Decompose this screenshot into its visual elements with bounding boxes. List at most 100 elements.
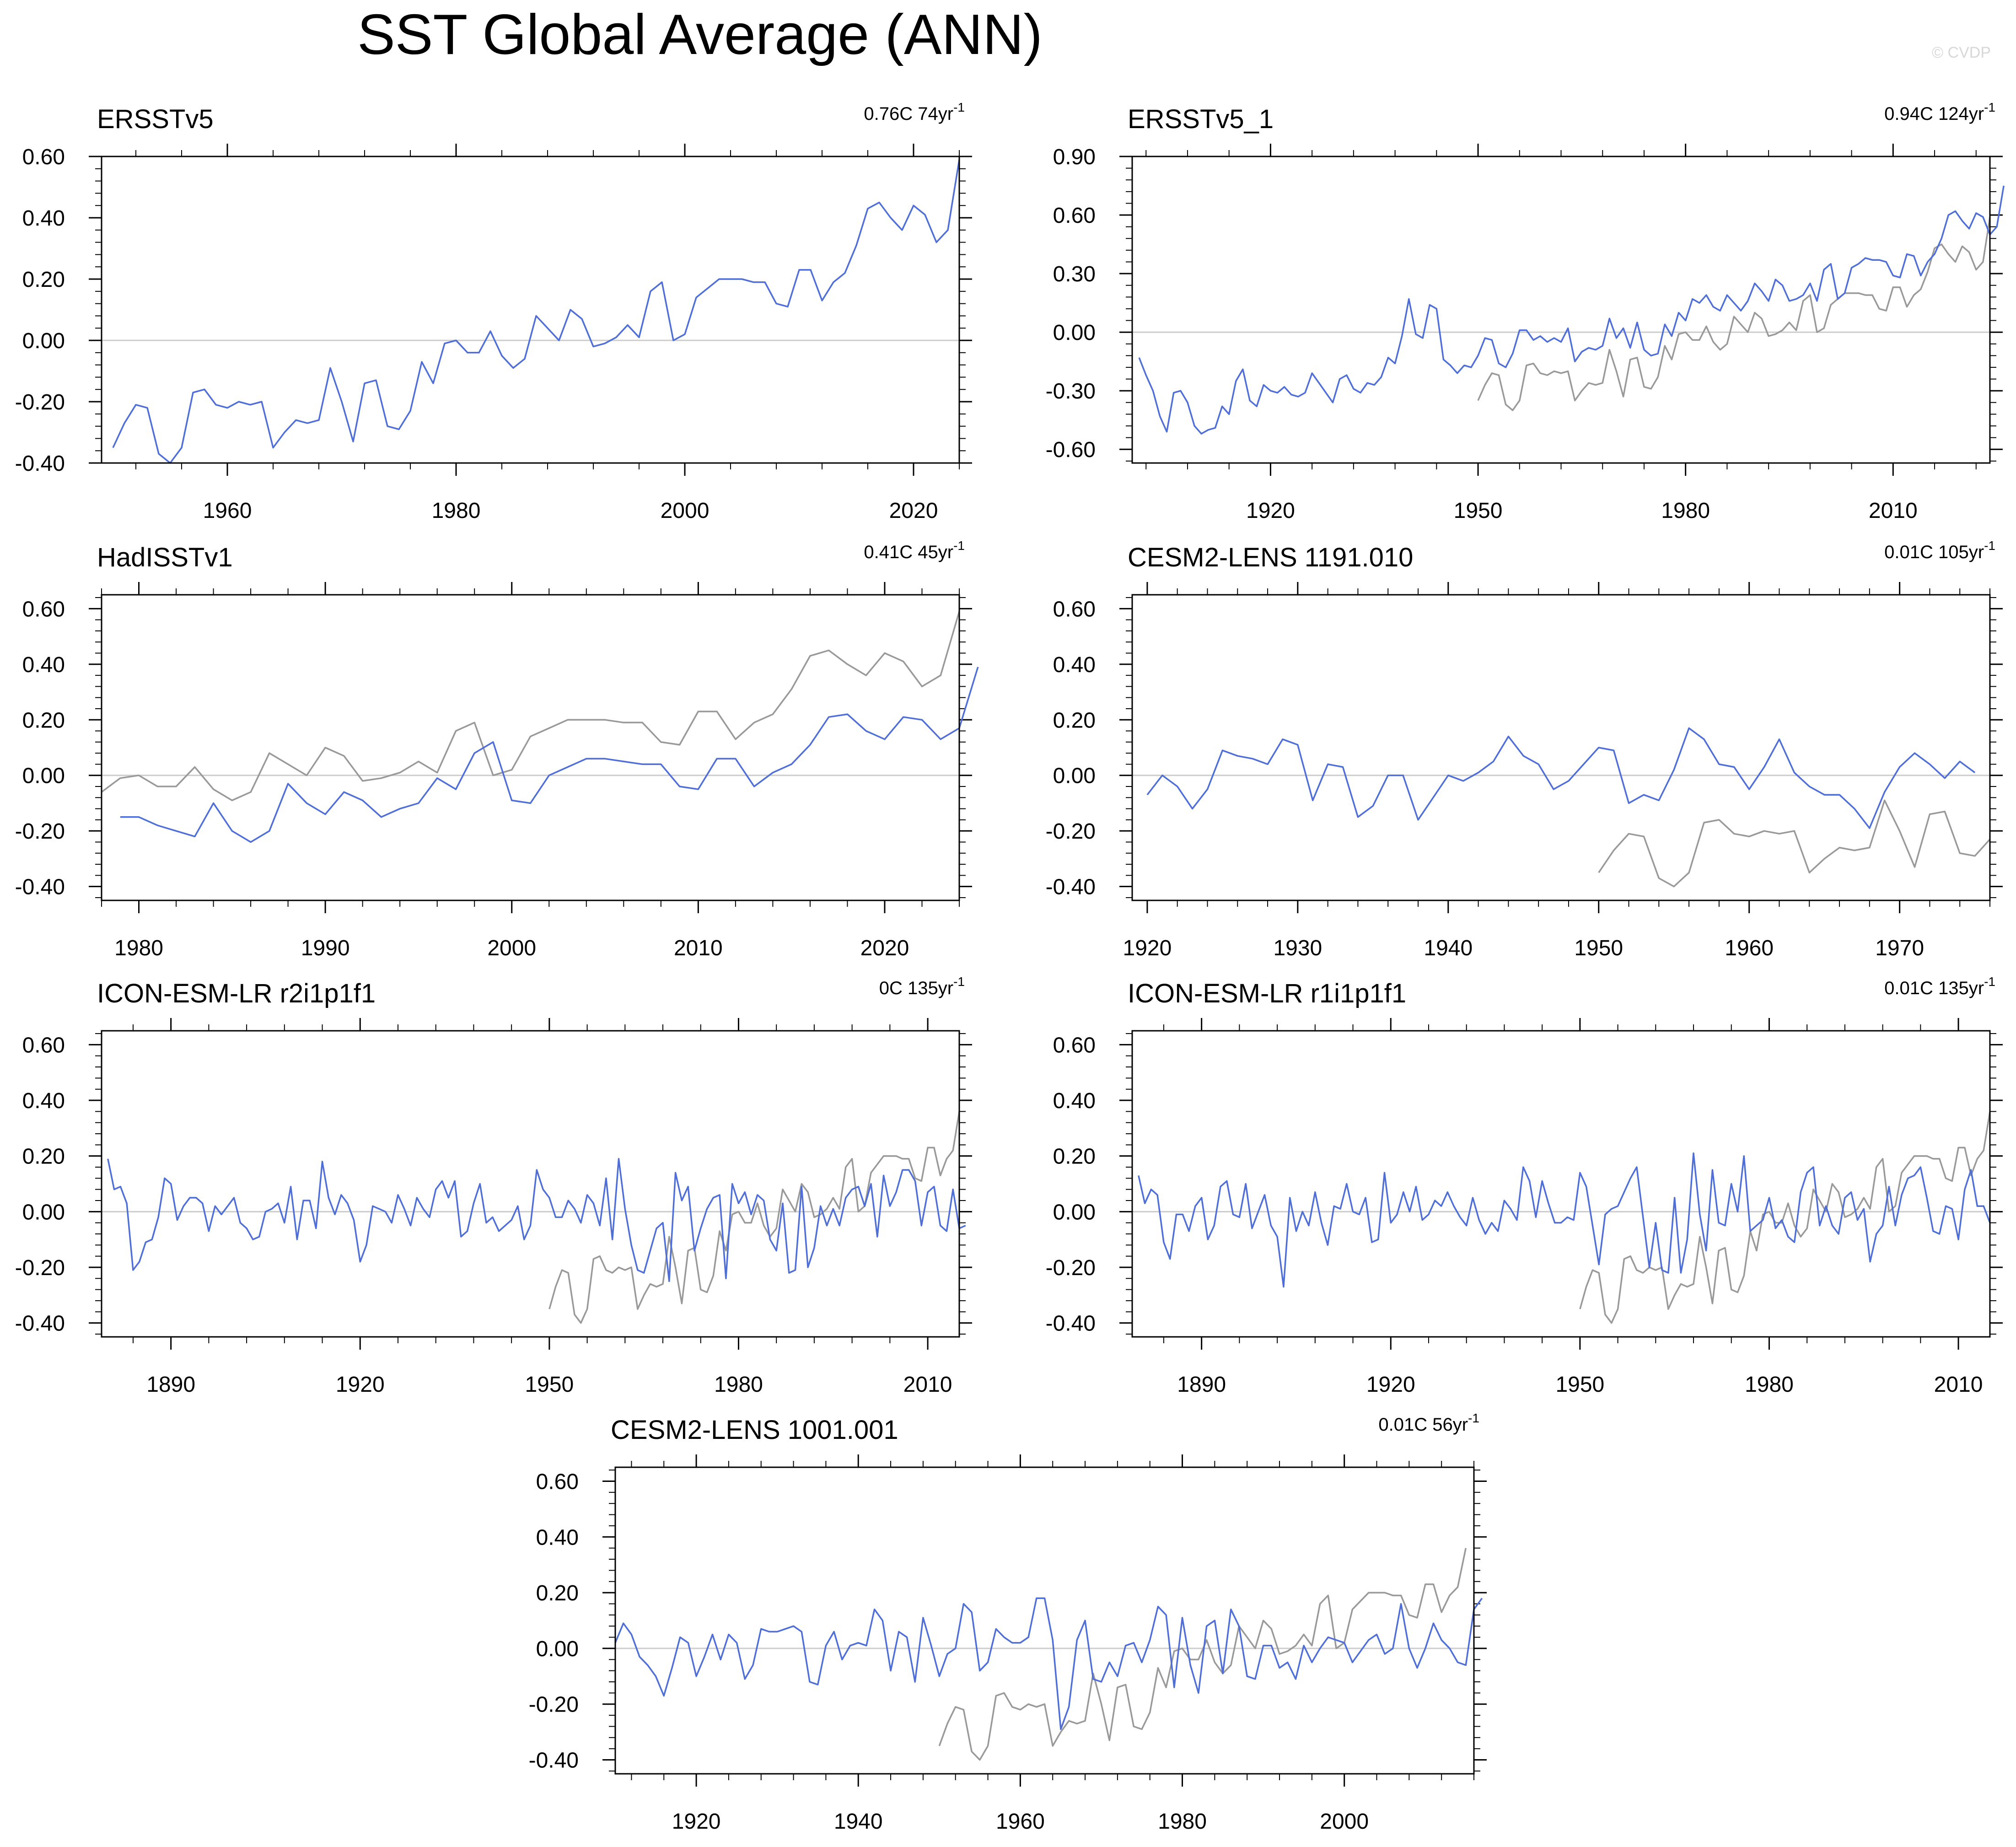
reference-series-line — [1477, 217, 1991, 411]
x-tick-label: 1890 — [146, 1373, 195, 1397]
main-series-line — [1146, 727, 1976, 829]
y-tick-label: 0.20 — [1053, 708, 1096, 732]
plot-frame — [1131, 1030, 1991, 1338]
main-series-line — [614, 1597, 1483, 1730]
panel-title: ICON-ESM-LR r1i1p1f1 — [1128, 979, 1406, 1008]
x-tick-label: 2010 — [903, 1373, 952, 1397]
main-series-line — [120, 667, 979, 843]
x-tick-label: 1890 — [1177, 1373, 1226, 1397]
plot-frame — [1131, 156, 1991, 464]
trend-label: 0.94C 124yr-1 — [1884, 100, 1995, 124]
x-tick-label: 1920 — [1366, 1373, 1415, 1397]
trend-label: 0C 135yr-1 — [879, 975, 965, 998]
y-tick-label: 0.40 — [22, 206, 65, 231]
trend-value: 0.01C 105yr — [1884, 542, 1984, 562]
x-tick-label: 1940 — [834, 1809, 883, 1834]
x-tick-label: 2000 — [1320, 1809, 1369, 1834]
trend-superscript: -1 — [1984, 975, 1995, 989]
trend-superscript: -1 — [1984, 538, 1995, 553]
panel-title: HadISSTv1 — [97, 543, 233, 572]
x-tick-label: 1960 — [996, 1809, 1045, 1834]
x-tick-label: 1980 — [1158, 1809, 1207, 1834]
y-tick-label: 0.00 — [22, 329, 65, 353]
y-tick-label: 0.90 — [1053, 145, 1096, 169]
chart-panel-2: -0.60 -0.30 0.00 0.30 0.60 0.90 1920 1950 1980 20… — [1046, 100, 2005, 523]
x-tick-label: 1950 — [1574, 936, 1623, 960]
y-tick-label: 0.60 — [1053, 204, 1096, 228]
chart-panel-3: -0.40 -0.20 0.00 0.20 0.40 0.60 1980 1990 2000 20… — [15, 538, 979, 960]
x-tick-label: 2020 — [860, 936, 909, 960]
x-tick-label: 1920 — [1123, 936, 1172, 960]
x-tick-label: 2010 — [674, 936, 723, 960]
y-tick-label: 0.30 — [1053, 262, 1096, 286]
trend-superscript: -1 — [1468, 1411, 1479, 1425]
y-tick-label: -0.40 — [1046, 875, 1096, 899]
y-tick-label: 0.60 — [1053, 597, 1096, 621]
reference-series-line — [1598, 799, 1991, 888]
x-tick-label: 1920 — [336, 1373, 385, 1397]
y-tick-label: -0.20 — [1046, 1256, 1096, 1280]
trend-label: 0.01C 56yr-1 — [1378, 1411, 1479, 1435]
y-tick-label: 0.40 — [536, 1525, 579, 1550]
y-tick-label: 0.40 — [22, 653, 65, 677]
x-tick-label: 2000 — [661, 499, 710, 523]
x-tick-label: 1980 — [1661, 499, 1710, 523]
y-tick-label: 0.60 — [1053, 1033, 1096, 1057]
plot-frame — [614, 1466, 1475, 1775]
x-tick-label: 1980 — [1745, 1373, 1794, 1397]
y-tick-label: 0.00 — [536, 1637, 579, 1661]
panel-title: CESM2-LENS 1191.010 — [1128, 543, 1413, 572]
x-tick-label: 1930 — [1273, 936, 1322, 960]
main-series-line — [1138, 1152, 1991, 1288]
x-tick-label: 1950 — [525, 1373, 574, 1397]
main-series-line — [1138, 185, 2005, 435]
y-tick-label: 0.00 — [1053, 764, 1096, 788]
y-tick-label: 0.00 — [1053, 321, 1096, 345]
trend-label: 0.01C 105yr-1 — [1884, 538, 1995, 562]
x-tick-label: 1970 — [1875, 936, 1924, 960]
x-tick-label: 1960 — [1725, 936, 1774, 960]
x-tick-label: 1920 — [672, 1809, 721, 1834]
x-tick-label: 2010 — [1869, 499, 1918, 523]
y-tick-label: 0.00 — [22, 764, 65, 788]
trend-label: 0.01C 135yr-1 — [1884, 975, 1995, 998]
x-tick-label: 1950 — [1454, 499, 1503, 523]
trend-value: 0.94C 124yr — [1884, 104, 1984, 124]
y-tick-label: -0.20 — [15, 1256, 65, 1280]
trend-superscript: -1 — [953, 975, 965, 989]
trend-value: 0.01C 56yr — [1378, 1415, 1468, 1435]
y-tick-label: 0.20 — [22, 708, 65, 732]
trend-value: 0C 135yr — [879, 978, 953, 998]
x-tick-label: 1940 — [1424, 936, 1473, 960]
chart-panel-4: -0.40 -0.20 0.00 0.20 0.40 0.60 1920 1930 1940 19… — [1046, 538, 2003, 960]
panel-title: CESM2-LENS 1001.001 — [611, 1415, 898, 1445]
plot-frame — [101, 156, 960, 464]
y-tick-label: -0.40 — [15, 452, 65, 476]
y-tick-label: -0.20 — [1046, 819, 1096, 844]
x-tick-label: 2020 — [889, 499, 938, 523]
x-tick-label: 1950 — [1555, 1373, 1604, 1397]
y-tick-label: 0.20 — [536, 1581, 579, 1605]
y-tick-label: -0.40 — [15, 875, 65, 899]
chart-panel-7: -0.40 -0.20 0.00 0.20 0.40 0.60 1920 1940 1960 19… — [529, 1411, 1487, 1834]
x-tick-label: 1920 — [1246, 499, 1295, 523]
x-tick-label: 2010 — [1934, 1373, 1983, 1397]
reference-series-line — [548, 1111, 960, 1324]
trend-value: 0.41C 45yr — [864, 542, 953, 562]
y-tick-label: 0.40 — [1053, 1089, 1096, 1113]
y-tick-label: 0.20 — [1053, 1145, 1096, 1169]
y-tick-label: 0.00 — [22, 1200, 65, 1224]
main-series-line — [112, 159, 960, 464]
trend-superscript: -1 — [953, 538, 965, 553]
y-tick-label: -0.40 — [529, 1749, 579, 1773]
trend-superscript: -1 — [953, 100, 965, 114]
plot-frame — [1131, 594, 1991, 901]
x-tick-label: 2000 — [487, 936, 536, 960]
y-tick-label: 0.40 — [1053, 653, 1096, 677]
plot-frame — [101, 594, 960, 901]
x-tick-label: 1980 — [432, 499, 481, 523]
reference-series-line — [1579, 1111, 1991, 1324]
x-tick-label: 1980 — [114, 936, 163, 960]
y-tick-label: -0.20 — [529, 1693, 579, 1717]
x-tick-label: 1960 — [203, 499, 252, 523]
